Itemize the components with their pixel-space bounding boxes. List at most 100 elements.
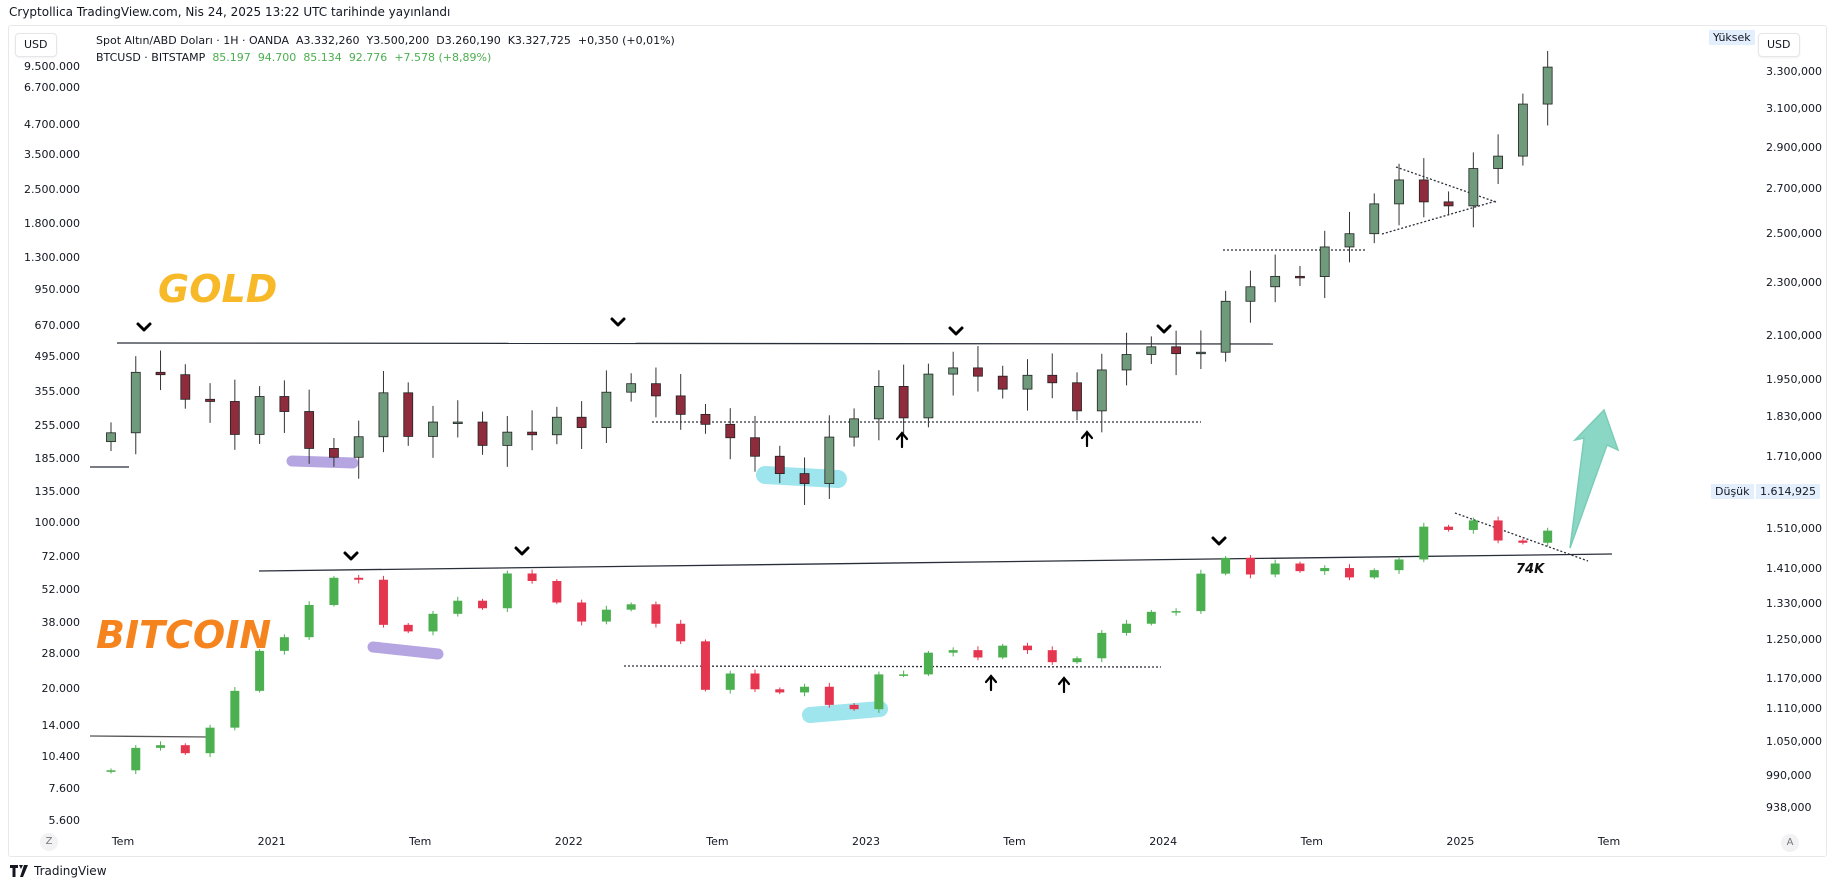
btc-candle — [1518, 540, 1528, 543]
btc-candle — [973, 650, 983, 658]
gold-candle — [700, 413, 711, 425]
time-axis-tick: Tem — [1300, 835, 1323, 848]
time-axis-tick: Tem — [409, 835, 432, 848]
btc-candle — [255, 650, 265, 691]
gold-legend: Spot Altın/ABD Doları · 1H · OANDA A3.33… — [96, 34, 675, 47]
gold-candle — [849, 418, 859, 438]
btc-low: 85.134 — [303, 51, 342, 64]
log-scale-left-button[interactable]: Z — [40, 833, 58, 851]
btc-candle — [899, 674, 909, 676]
gold-candle — [1295, 275, 1305, 279]
btc-candle — [230, 690, 240, 728]
btc-candle — [601, 609, 611, 622]
left-axis-tick: 495.000 — [34, 350, 81, 364]
left-axis-tick: 9.500.000 — [24, 60, 80, 73]
gold-candle — [1270, 275, 1281, 288]
btc-symbol[interactable]: BTCUSD · BITSTAMP — [96, 51, 206, 64]
chevron-down-icon — [1156, 324, 1172, 334]
btc-candle — [1196, 573, 1206, 612]
gold-purple-highlight — [286, 455, 359, 469]
btc-candle — [1295, 563, 1305, 572]
right-axis-tick: 2.300,000 — [1766, 276, 1822, 290]
gold-candle — [1121, 354, 1132, 371]
right-axis-tick: 2.100,000 — [1766, 329, 1822, 343]
time-axis-tick: Tem — [1597, 835, 1621, 848]
gold-candle — [205, 398, 215, 402]
gold-candle — [1468, 168, 1479, 207]
gold-candle — [626, 383, 637, 393]
gold-low: D3.260,190 — [436, 34, 501, 47]
gold-resistance-line — [116, 342, 1274, 345]
btc-support-dotted — [623, 665, 1162, 668]
gold-symbol[interactable]: Spot Altın/ABD Doları · 1H · OANDA — [96, 34, 290, 47]
btc-candle — [1047, 650, 1057, 663]
chevron-down-icon — [948, 326, 964, 336]
chevron-down-icon — [343, 551, 359, 561]
gold-candle — [898, 386, 909, 419]
gold-candle — [353, 436, 364, 458]
gold-candle — [428, 421, 438, 437]
btc-candle — [279, 637, 289, 651]
gold-candle — [1517, 103, 1528, 157]
gold-candle — [1245, 286, 1256, 302]
btc-candle — [428, 613, 438, 632]
right-axis-tick: 1.170,000 — [1766, 671, 1822, 685]
btc-candle — [106, 770, 116, 772]
time-axis-tick: 2023 — [852, 835, 880, 848]
gold-candle — [527, 431, 537, 436]
btc-candle — [800, 686, 810, 693]
left-axis-tick: 4.700.000 — [24, 117, 80, 131]
btc-candle — [1270, 563, 1280, 575]
btc-open: 85.197 — [212, 51, 251, 64]
btc-candle — [676, 623, 686, 642]
gold-open: A3.332,260 — [296, 34, 360, 47]
gold-candle — [1171, 346, 1182, 355]
gold-candle — [452, 421, 463, 424]
btc-candle — [1122, 623, 1132, 633]
bullish-arrow-icon — [1569, 408, 1620, 549]
gold-candle — [106, 432, 116, 443]
btc-legend: BTCUSD · BITSTAMP 85.197 94.700 85.134 9… — [96, 51, 491, 64]
btc-candle — [750, 673, 760, 690]
gold-candle — [130, 371, 141, 434]
btc-base-line — [89, 735, 212, 738]
left-axis-tick: 185.000 — [34, 452, 81, 466]
left-currency-button[interactable]: USD — [15, 33, 57, 57]
auto-scale-button[interactable]: A — [1781, 834, 1799, 852]
gold-candle — [304, 411, 315, 449]
btc-candle — [700, 641, 710, 690]
right-axis-tick: 990,000 — [1766, 769, 1812, 783]
gold-candle — [1096, 369, 1107, 412]
left-axis-tick: 1.800.000 — [24, 217, 80, 230]
arrow-up-icon — [1080, 430, 1094, 448]
left-axis-tick: 10.400 — [41, 749, 81, 763]
gold-candle — [923, 373, 934, 419]
time-axis-tick: 2022 — [554, 835, 583, 848]
brand-text: TradingView — [34, 864, 107, 878]
right-axis-tick: 3.300,000 — [1766, 65, 1822, 78]
gold-candle — [1394, 179, 1404, 205]
left-axis-tick: 135.000 — [34, 484, 81, 498]
left-axis-tick: 52.000 — [41, 583, 81, 597]
time-axis-tick: Tem — [111, 835, 135, 848]
btc-candle — [1543, 530, 1553, 543]
gold-candle — [774, 455, 785, 475]
right-axis-tick: 1.410,000 — [1766, 562, 1822, 576]
btc-candle — [1444, 526, 1454, 530]
right-axis-tick: 1.050,000 — [1766, 734, 1822, 748]
gold-candle — [551, 416, 562, 436]
left-axis-tick: 28.000 — [41, 647, 81, 661]
btc-candle — [378, 579, 388, 625]
btc-descending-dotted — [1454, 512, 1589, 562]
btc-cyan-highlight — [802, 701, 888, 723]
gold-candle — [229, 401, 240, 435]
btc-candle — [1171, 611, 1181, 613]
left-axis-tick: 6.700.000 — [24, 81, 80, 95]
gold-candle — [1418, 179, 1429, 203]
gold-candle — [329, 448, 339, 458]
gold-candle — [1493, 155, 1504, 169]
left-axis-tick: 72.000 — [41, 549, 81, 563]
right-currency-button[interactable]: USD — [1758, 33, 1800, 57]
gold-candle — [155, 371, 166, 376]
